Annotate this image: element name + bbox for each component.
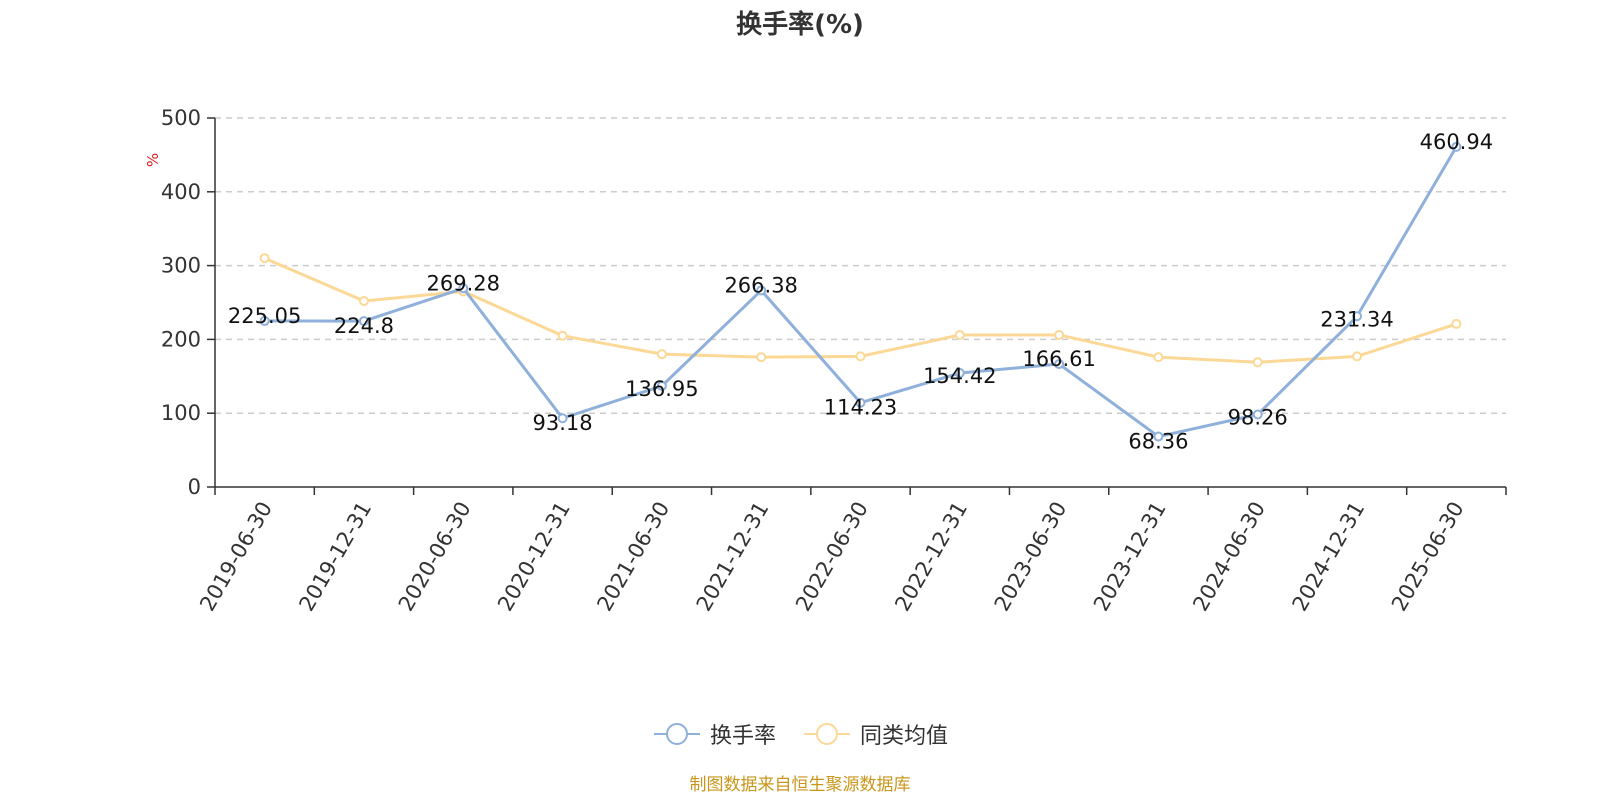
data-label: 136.95 xyxy=(625,377,698,401)
data-point-turnover xyxy=(557,413,568,424)
legend-item-peer-average[interactable]: 同类均值 xyxy=(802,718,948,750)
x-tick-label: 2024-12-31 xyxy=(1288,498,1370,616)
data-point-turnover xyxy=(756,285,767,296)
data-label: 224.8 xyxy=(334,314,394,338)
data-label: 166.61 xyxy=(1022,347,1095,371)
data-label: 266.38 xyxy=(724,273,797,297)
legend-item-turnover[interactable]: 换手率 xyxy=(652,718,776,750)
data-point-turnover xyxy=(458,283,469,294)
data-point-peer-average xyxy=(1252,357,1263,368)
chart-title: 换手率(%) xyxy=(736,10,864,40)
x-tick-label: 2025-06-30 xyxy=(1387,498,1469,616)
x-tick-label: 2024-06-30 xyxy=(1188,498,1270,616)
data-label: 231.34 xyxy=(1320,307,1393,331)
x-tick-label: 2020-12-31 xyxy=(493,498,575,616)
data-point-peer-average xyxy=(1153,352,1164,363)
y-axis-unit-label: % xyxy=(144,153,162,167)
series-lines xyxy=(259,141,1462,442)
grid-lines xyxy=(215,117,1506,414)
x-tick-label: 2021-06-30 xyxy=(592,498,674,616)
data-label: 114.23 xyxy=(824,396,897,420)
y-tick-label: 100 xyxy=(161,401,201,425)
data-point-peer-average xyxy=(756,352,767,363)
y-tick-label: 300 xyxy=(161,254,201,278)
data-label: 269.28 xyxy=(427,271,500,295)
legend-marker-peer-average-icon xyxy=(804,723,850,745)
data-labels: 225.05 224.8 269.28 93.18 136.95 266.38 114.23… xyxy=(228,130,1493,454)
data-label: 68.36 xyxy=(1128,430,1188,454)
data-point-peer-average xyxy=(557,330,568,341)
source-note: 制图数据来自恒生聚源数据库 xyxy=(689,775,911,795)
x-tick-label: 2019-06-30 xyxy=(195,498,277,616)
legend-label-turnover: 换手率 xyxy=(709,724,776,749)
x-tick-label: 2023-06-30 xyxy=(990,498,1072,616)
y-tick-label: 200 xyxy=(161,327,201,351)
x-tick-label: 2019-12-31 xyxy=(294,498,376,616)
y-tick-label: 0 xyxy=(188,475,201,499)
data-point-turnover xyxy=(358,316,369,327)
data-point-turnover xyxy=(1451,141,1462,152)
data-point-peer-average xyxy=(358,296,369,307)
data-point-peer-average xyxy=(954,329,965,340)
legend-label-peer-average: 同类均值 xyxy=(860,724,949,749)
data-point-peer-average xyxy=(259,253,270,264)
data-point-turnover xyxy=(1352,311,1363,322)
data-point-turnover xyxy=(1054,359,1065,370)
data-point-peer-average xyxy=(855,351,866,362)
x-tick-label: 2021-12-31 xyxy=(692,498,774,616)
data-point-peer-average xyxy=(1054,329,1065,340)
data-label: 93.18 xyxy=(533,411,593,435)
x-tick-label: 2020-06-30 xyxy=(394,498,476,616)
x-tick-label: 2022-06-30 xyxy=(791,498,873,616)
x-tick-label: 2022-12-31 xyxy=(890,497,972,615)
data-point-turnover xyxy=(855,397,866,408)
data-label: 460.94 xyxy=(1420,130,1493,154)
data-label: 154.42 xyxy=(923,364,996,388)
data-point-peer-average xyxy=(1352,351,1363,362)
legend: 换手率 同类均值 xyxy=(0,718,1600,750)
data-point-peer-average xyxy=(656,349,667,360)
data-label: 98.26 xyxy=(1228,405,1288,429)
data-point-turnover xyxy=(1252,409,1263,420)
y-tick-label: 500 xyxy=(161,106,201,130)
data-point-turnover xyxy=(656,380,667,391)
data-point-turnover xyxy=(1153,431,1164,442)
y-tick-label: 400 xyxy=(161,180,201,204)
data-point-peer-average xyxy=(1451,318,1462,329)
data-label: 225.05 xyxy=(228,304,301,328)
data-point-turnover xyxy=(954,368,965,379)
data-point-turnover xyxy=(259,315,270,326)
legend-marker-turnover-icon xyxy=(653,723,700,745)
x-tick-label: 2023-12-31 xyxy=(1089,498,1171,616)
